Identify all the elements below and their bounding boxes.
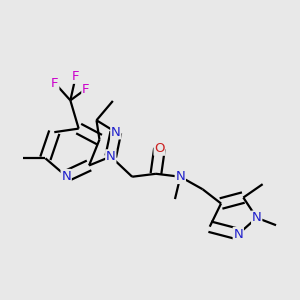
Text: N: N: [233, 228, 243, 241]
Text: N: N: [61, 170, 71, 183]
Text: F: F: [51, 76, 59, 90]
Text: N: N: [176, 170, 185, 183]
Text: F: F: [72, 70, 80, 83]
Text: O: O: [154, 142, 165, 155]
Text: N: N: [252, 211, 262, 224]
Text: N: N: [106, 150, 116, 163]
Text: F: F: [82, 82, 89, 96]
Text: N: N: [111, 126, 121, 139]
